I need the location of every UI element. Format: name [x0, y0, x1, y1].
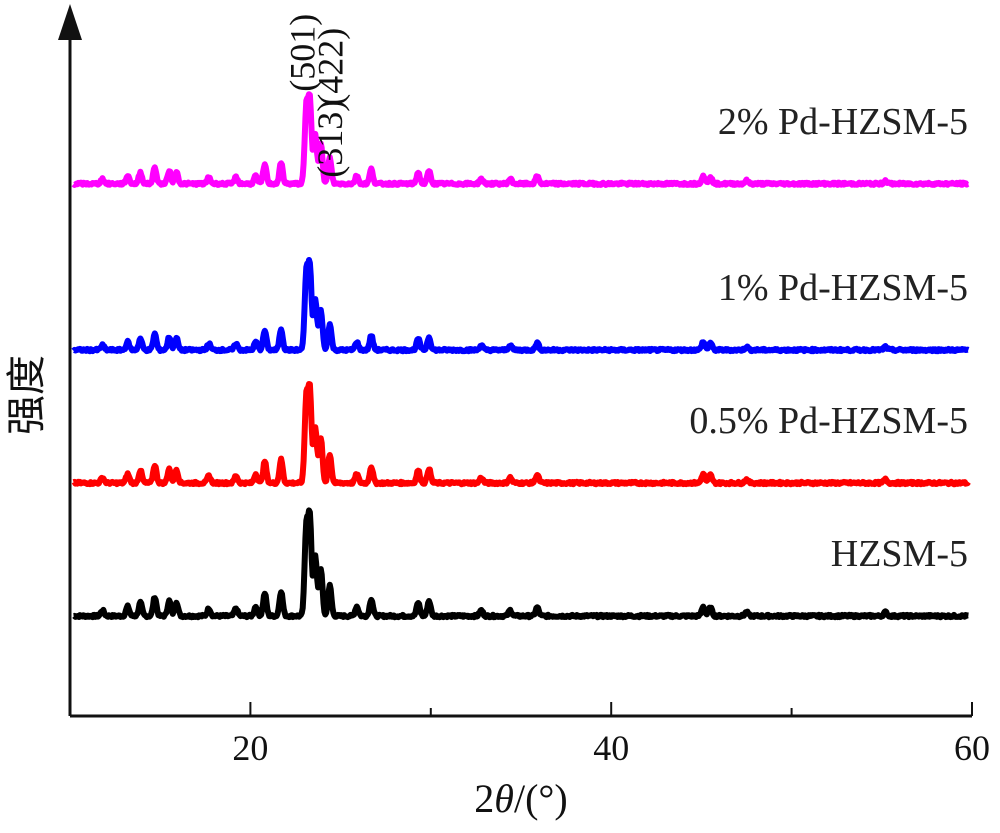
axes [58, 4, 973, 718]
series-line-1 [71, 381, 971, 488]
series-line-2 [71, 257, 971, 355]
series-label-3: 2% Pd-HZSM-5 [718, 101, 968, 143]
x-axis-title: 2θ/(°) [474, 776, 567, 821]
peak-label-1: (313) [310, 100, 350, 178]
series-label-1: 0.5% Pd-HZSM-5 [689, 400, 968, 442]
series-line-3 [71, 91, 971, 188]
x-tick-label-40: 40 [593, 728, 629, 768]
series-label-2: 1% Pd-HZSM-5 [718, 267, 968, 309]
series-label-0: HZSM-5 [831, 533, 968, 575]
x-tick-label-60: 60 [954, 728, 990, 768]
peak-label-0: (501) [282, 14, 322, 92]
series-line-0 [71, 507, 971, 621]
y-axis-title: 强度 [4, 355, 49, 435]
plot-area [71, 91, 971, 621]
x-ticks [69, 702, 973, 716]
y-axis-arrow [58, 4, 82, 40]
peak-label-2: (422) [311, 28, 351, 106]
labels: 2θ/(°) 强度 20 40 60 HZSM-5 0.5% Pd-HZSM-5 1% P… [4, 14, 990, 821]
x-tick-label-20: 20 [232, 728, 268, 768]
